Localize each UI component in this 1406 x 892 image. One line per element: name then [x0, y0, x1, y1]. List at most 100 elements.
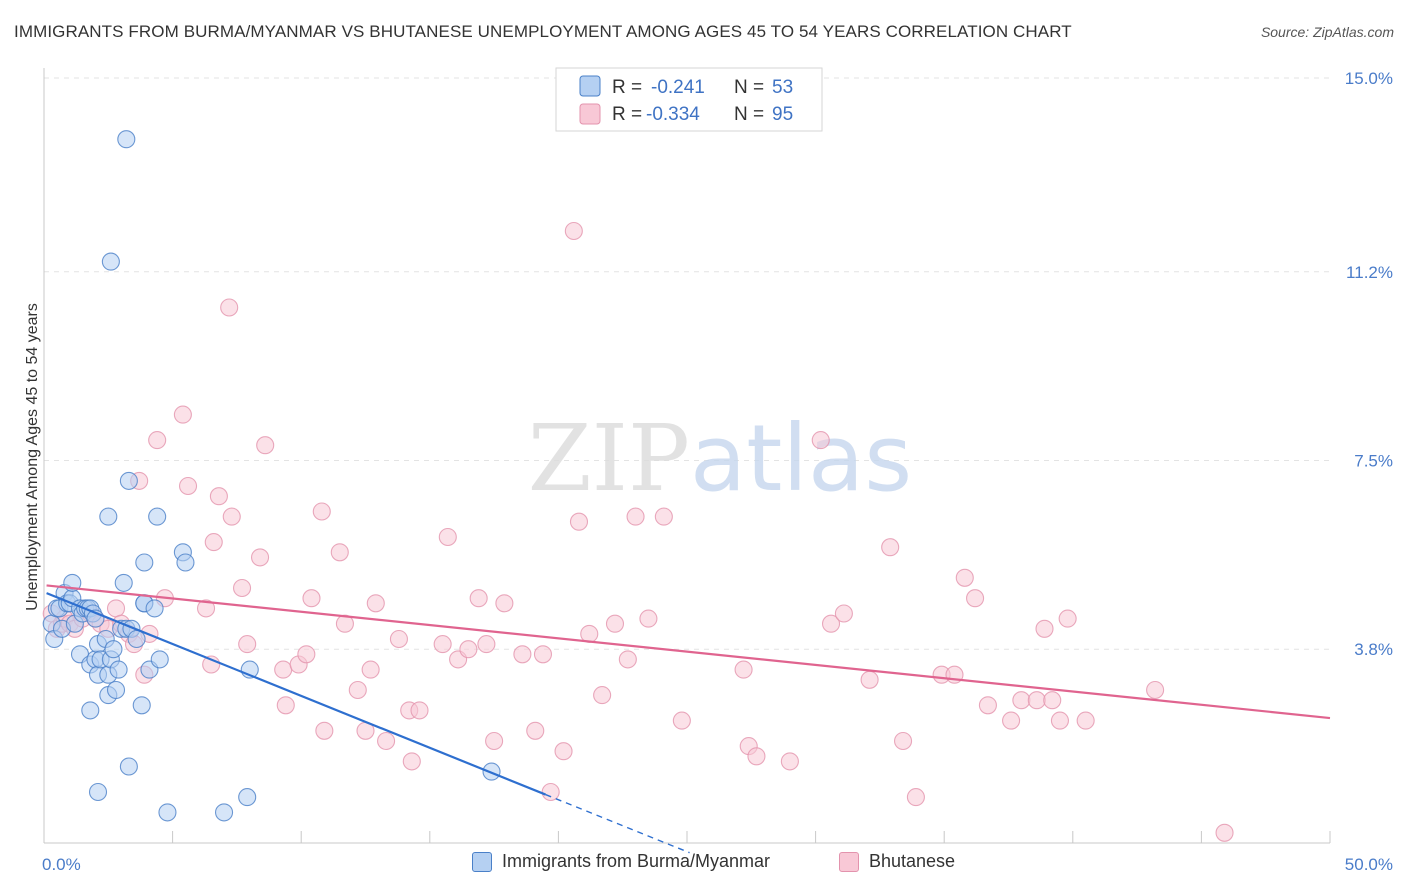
legend-top: R = -0.241 N = 53 R = -0.334 N = 95: [555, 67, 823, 132]
bhutanese-point: [1215, 823, 1234, 842]
bhutanese-point: [821, 614, 841, 633]
bhutanese-point: [495, 594, 514, 613]
legend-top-n-label-0: N =: [734, 77, 764, 98]
burma-point: [99, 507, 118, 526]
bhutanese-point: [477, 635, 496, 654]
bhutanese-point: [220, 298, 239, 317]
bhutanese-point: [178, 476, 198, 496]
y-tick-label: 3.8%: [1354, 640, 1393, 659]
burma-point: [119, 757, 138, 776]
bhutanese-point: [881, 538, 900, 557]
burma-point: [150, 650, 169, 669]
legend-item-bhutanese: Bhutanese: [839, 851, 955, 872]
bhutanese-point: [1027, 691, 1046, 710]
burma-point: [148, 507, 167, 526]
bhutanese-point: [1035, 619, 1054, 638]
burma-point: [81, 701, 100, 720]
bhutanese-point: [469, 589, 488, 608]
bhutanese-point: [302, 589, 321, 608]
bhutanese-point: [955, 568, 974, 587]
bhutanese-point: [315, 721, 334, 740]
bhutanese-point: [906, 788, 925, 807]
bhutanese-point: [1012, 691, 1031, 710]
bhutanese-point: [554, 742, 573, 761]
legend-swatch-bhutanese: [839, 851, 859, 872]
bhutanese-point: [605, 614, 625, 633]
bhutanese-point: [1002, 711, 1021, 730]
chart-source: Source: ZipAtlas.com: [1260, 24, 1394, 40]
legend-top-r-value-1: -0.334: [646, 104, 700, 125]
burma-point: [176, 553, 195, 572]
bhutanese-point: [348, 680, 367, 700]
bhutanese-point: [893, 731, 913, 751]
burma-point: [132, 696, 151, 715]
burma-trend-extension: [545, 793, 690, 854]
bhutanese-point: [222, 507, 241, 526]
bhutanese-point: [513, 645, 532, 664]
bhutanese-point: [860, 670, 879, 689]
burma-point: [214, 803, 234, 822]
legend-top-r-value-0: -0.241: [651, 77, 705, 98]
legend-top-swatch-pink: [579, 103, 601, 125]
legend-top-n-value-0: 53: [772, 77, 793, 98]
bhutanese-point: [654, 507, 673, 526]
bhutanese-point: [204, 533, 223, 552]
bhutanese-point: [1050, 711, 1069, 730]
legend-label-burma: Immigrants from Burma/Myanmar: [502, 851, 771, 871]
bhutanese-point: [256, 436, 275, 455]
legend-top-n-value-1: 95: [772, 104, 793, 125]
bhutanese-point: [564, 221, 583, 241]
burma-point: [238, 788, 257, 807]
grid-layer: 3.8% 7.5% 11.2% 15.0%: [44, 69, 1393, 659]
chart-title: IMMIGRANTS FROM BURMA/MYANMAR VS BHUTANE…: [14, 22, 1072, 41]
bhutanese-point: [569, 512, 589, 531]
bhutanese-point: [433, 635, 452, 654]
bottom-legend: Immigrants from Burma/Myanmar Bhutanese: [0, 851, 1406, 879]
bhutanese-point: [312, 502, 331, 521]
bhutanese-point: [593, 686, 612, 705]
bhutanese-point: [106, 599, 126, 618]
bhutanese-point: [811, 431, 830, 450]
legend-top-r-label-0: R =: [612, 77, 642, 98]
bhutanese-point: [747, 747, 766, 766]
bhutanese-point: [485, 731, 504, 751]
legend-item-burma: Immigrants from Burma/Myanmar: [472, 851, 770, 872]
legend-swatch-burma: [472, 851, 492, 872]
bhutanese-point: [330, 543, 349, 562]
legend-top-swatch-blue: [579, 75, 601, 97]
axes-layer: 0.0% 50.0%: [42, 68, 1393, 874]
bhutanese-point: [966, 589, 985, 608]
burma-point: [119, 471, 138, 490]
x-tick-label-min: 0.0%: [42, 855, 81, 874]
bhutanese-point: [274, 660, 293, 679]
bhutanese-point: [1146, 680, 1165, 700]
trend-layer: [46, 584, 1331, 854]
bhutanese-point: [834, 604, 853, 623]
burma-point: [114, 573, 133, 592]
burma-point: [101, 252, 120, 271]
bhutanese-point: [297, 645, 316, 664]
burma-point: [106, 680, 126, 700]
burma-point: [135, 553, 154, 572]
bhutanese-point: [526, 721, 545, 740]
bhutanese-point: [780, 752, 799, 771]
bhutanese-point: [209, 487, 228, 506]
legend-label-bhutanese: Bhutanese: [869, 851, 956, 871]
bhutanese-trend-line: [46, 584, 1331, 720]
bhutanese-point: [276, 696, 295, 715]
bhutanese-point: [1076, 711, 1095, 730]
bhutanese-point: [978, 696, 997, 715]
bhutanese-point: [196, 599, 216, 618]
y-axis-title: Unemployment Among Ages 45 to 54 years: [24, 303, 41, 611]
bhutanese-point: [402, 752, 421, 771]
burma-trend-line: [46, 592, 546, 796]
bhutanese-point: [410, 701, 429, 720]
bhutanese-point: [626, 507, 645, 526]
burma-point: [117, 130, 136, 149]
bhutanese-point: [232, 578, 252, 598]
bhutanese-point: [377, 731, 396, 751]
bhutanese-point: [541, 782, 560, 802]
bhutanese-point: [173, 405, 192, 424]
burma-point: [104, 640, 123, 659]
